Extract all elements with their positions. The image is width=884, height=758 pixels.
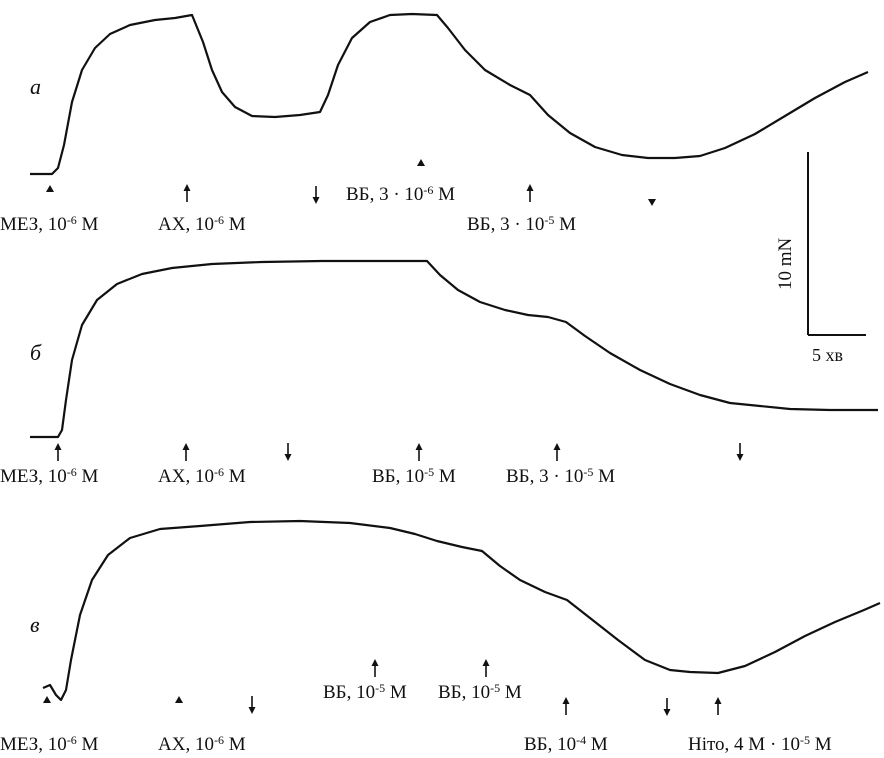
- exponent: -6: [66, 733, 77, 747]
- exponent: -6: [66, 465, 77, 479]
- marker-a-6: [648, 199, 656, 206]
- annotation-label-a-2: АХ, 10-6 М: [158, 213, 246, 235]
- marker-b-1: [54, 443, 62, 461]
- label-text: М: [554, 214, 577, 235]
- label-text: М: [593, 466, 616, 487]
- markers-group: [43, 159, 744, 716]
- annotation-label-a-4: ВБ, 3 · 10-6 М: [346, 183, 456, 205]
- label-text: ВБ, 10: [323, 682, 376, 703]
- label-text: ВБ, 3 · 10: [467, 214, 545, 235]
- marker-b-6: [736, 443, 744, 461]
- marker-a-5: [526, 184, 534, 202]
- marker-c-5: [482, 659, 490, 677]
- exponent: -5: [424, 465, 435, 479]
- exponent: -4: [576, 733, 587, 747]
- label-text: М: [433, 184, 456, 205]
- marker-a-4: [417, 159, 425, 166]
- exponent: -5: [544, 213, 555, 227]
- trace-b: [30, 259, 878, 439]
- label-text: М: [76, 466, 99, 487]
- panel-label-b: б: [30, 340, 42, 365]
- exponent: -6: [213, 733, 224, 747]
- label-text: АХ, 10: [158, 214, 214, 235]
- annotation-label-b-5: ВБ, 3 · 10-5 М: [506, 465, 616, 487]
- annotation-label-b-2: АХ, 10-6 М: [158, 465, 246, 487]
- panel-label-a: а: [30, 74, 41, 99]
- annotation-label-b-1: МЕЗ, 10-6 М: [0, 465, 99, 487]
- marker-b-4: [415, 443, 423, 461]
- label-text: М: [223, 734, 246, 755]
- annotation-label-c-2: АХ, 10-6 М: [158, 733, 246, 755]
- marker-c-1: [43, 696, 51, 703]
- exponent: -6: [213, 213, 224, 227]
- marker-b-5: [553, 443, 561, 461]
- marker-a-2: [183, 184, 191, 202]
- exponent: -6: [66, 213, 77, 227]
- trace-c: [42, 519, 881, 702]
- exponent: -6: [213, 465, 224, 479]
- scale-bar: [807, 152, 866, 336]
- annotation-label-c-8: Ніто, 4 М · 10-5 М: [688, 733, 832, 755]
- label-text: ВБ, 10: [438, 682, 491, 703]
- trace-a: [30, 12, 869, 176]
- marker-c-4: [371, 659, 379, 677]
- marker-c-6: [562, 697, 570, 715]
- annotation-label-c-4: ВБ, 10-5 М: [323, 681, 407, 703]
- exponent: -5: [800, 733, 811, 747]
- label-text: АХ, 10: [158, 466, 214, 487]
- label-text: М: [223, 214, 246, 235]
- marker-a-3: [312, 186, 320, 204]
- label-text: М: [385, 682, 407, 703]
- label-text: М: [434, 466, 456, 487]
- label-text: М: [76, 214, 99, 235]
- exponent: -5: [375, 681, 386, 695]
- label-text: ВБ, 3 · 10: [506, 466, 584, 487]
- traces-group: [30, 12, 881, 702]
- marker-c-8: [714, 697, 722, 715]
- annotation-label-b-4: ВБ, 10-5 М: [372, 465, 456, 487]
- annotation-label-c-6: ВБ, 10-4 М: [524, 733, 608, 755]
- marker-c-3: [248, 696, 256, 714]
- label-text: М: [810, 734, 832, 755]
- label-text: ВБ, 3 · 10: [346, 184, 424, 205]
- marker-c-2: [175, 696, 183, 703]
- label-text: АХ, 10: [158, 734, 214, 755]
- label-text: МЕЗ, 10: [0, 734, 67, 755]
- marker-a-1: [46, 185, 54, 192]
- label-text: МЕЗ, 10: [0, 214, 67, 235]
- panel-label-c: в: [30, 612, 40, 637]
- exponent: -6: [423, 183, 434, 197]
- annotation-label-a-5: ВБ, 3 · 10-5 М: [467, 213, 577, 235]
- marker-b-2: [182, 443, 190, 461]
- marker-b-3: [284, 443, 292, 461]
- scale-bar-force-label: 10 mN: [775, 237, 796, 290]
- exponent: -5: [490, 681, 501, 695]
- scale-bar-time-label: 5 хв: [812, 345, 843, 365]
- label-text: М: [76, 734, 99, 755]
- label-text: МЕЗ, 10: [0, 466, 67, 487]
- label-text: М: [223, 466, 246, 487]
- label-text: М: [500, 682, 522, 703]
- label-text: Ніто, 4 М · 10: [688, 734, 801, 755]
- annotation-label-c-5: ВБ, 10-5 М: [438, 681, 522, 703]
- label-text: М: [586, 734, 608, 755]
- marker-c-7: [663, 698, 671, 716]
- label-text: ВБ, 10: [524, 734, 577, 755]
- exponent: -5: [583, 465, 594, 479]
- annotation-label-c-1: МЕЗ, 10-6 М: [0, 733, 99, 755]
- label-text: ВБ, 10: [372, 466, 425, 487]
- annotation-label-a-1: МЕЗ, 10-6 М: [0, 213, 99, 235]
